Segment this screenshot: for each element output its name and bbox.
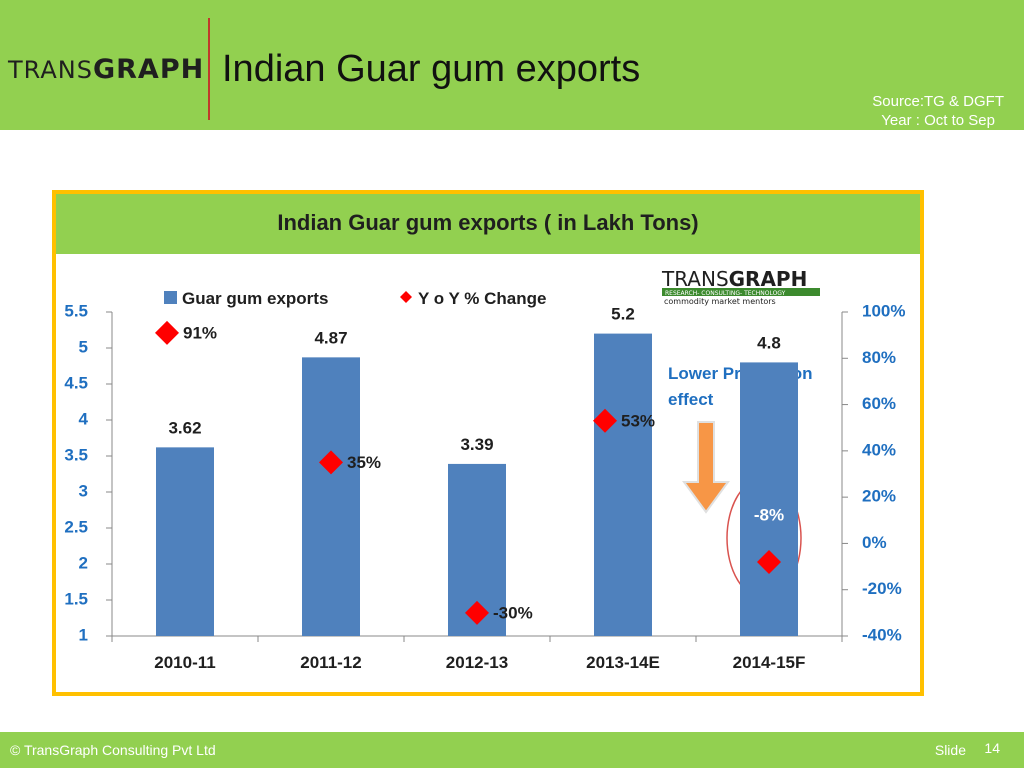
y-left-tick-label: 1.5 [64,589,88,608]
y-left-tick-label: 5 [79,337,88,356]
source-note: Source:TG & DGFT Year : Oct to Sep [872,92,1004,130]
x-tick-label: 2010-11 [154,653,215,672]
slide-header: TRANSGRAPH Indian Guar gum exports Sourc… [0,0,1024,130]
y-right-tick-label: -20% [862,579,902,598]
yoy-point [757,549,781,574]
x-tick-label: 2013-14E [586,653,660,672]
yoy-point [593,408,617,433]
slide-footer: © TransGraph Consulting Pvt Ltd Slide 14 [0,732,1024,768]
yoy-point [155,320,179,345]
down-arrow-icon [682,421,730,514]
bar-data-label: 4.87 [314,328,347,347]
slide-number: 14 [984,740,1000,756]
y-left-tick-label: 3 [79,481,88,500]
yoy-data-label: 53% [621,411,655,430]
chart-container: Indian Guar gum exports ( in Lakh Tons) … [52,190,924,696]
bar [594,333,652,636]
y-left-tick-label: 2 [79,553,88,572]
y-left-tick-label: 5.5 [64,301,88,320]
yoy-data-label: 91% [183,323,217,342]
legend-swatch-exports [164,291,177,304]
yoy-data-label: -30% [493,603,533,622]
slide-label: Slide [934,742,966,758]
y-right-tick-label: 60% [862,394,896,413]
chart-logo-band [662,288,820,296]
y-left-tick-label: 3.5 [64,445,88,464]
source-line: Source:TG & DGFT [872,93,1004,110]
yoy-data-label: 35% [347,453,381,472]
chart-title-band [56,194,920,254]
legend-marker-yoy [400,291,412,303]
chart-title: Indian Guar gum exports ( in Lakh Tons) [277,210,698,235]
legend-label-exports: Guar gum exports [182,289,328,308]
y-left-tick-label: 1 [79,625,88,644]
y-left-tick-label: 2.5 [64,517,88,536]
bar [156,447,214,636]
bar-data-label: 3.39 [460,435,493,454]
x-tick-label: 2012-13 [446,653,508,672]
legend-label-yoy: Y o Y % Change [418,289,547,308]
header-divider [208,18,210,120]
chart-logo-trans: TRANS [661,267,729,291]
bar [740,362,798,636]
chart-logo-graph: GRAPH [729,267,808,291]
y-right-tick-label: 20% [862,487,896,506]
transgraph-logo: TRANSGRAPH [8,54,205,85]
yoy-point [465,600,489,625]
y-left-tick-label: 4 [79,409,89,428]
year-line: Year : Oct to Sep [881,112,995,129]
y-left-tick-label: 4.5 [64,373,88,392]
chart-logo-subline: commodity market mentors [664,297,776,306]
y-right-tick-label: 100% [862,301,905,320]
chart-logo: TRANSGRAPH RESEARCH- CONSULTING- TECHNOL… [661,267,820,306]
y-right-tick-label: 0% [862,533,887,552]
svg-text:TRANSGRAPH: TRANSGRAPH [661,267,807,291]
y-right-tick-label: -40% [862,625,902,644]
guar-gum-chart: Indian Guar gum exports ( in Lakh Tons) … [52,190,924,696]
annotation-line2: effect [668,390,714,409]
bar [302,357,360,636]
page-title: Indian Guar gum exports [222,48,641,90]
yoy-point [319,450,343,475]
y-right-tick-label: 40% [862,440,896,459]
bar-data-label: 3.62 [168,418,201,437]
chart-logo-tagline: RESEARCH- CONSULTING- TECHNOLOGY [665,290,786,297]
yoy-data-label: -8% [754,505,784,524]
x-tick-label: 2011-12 [300,653,361,672]
copyright-text: © TransGraph Consulting Pvt Ltd [10,742,216,758]
bar-data-label: 4.8 [757,333,781,352]
y-right-tick-label: 80% [862,348,896,367]
bar-data-label: 5.2 [611,305,635,324]
x-tick-label: 2014-15F [733,653,806,672]
